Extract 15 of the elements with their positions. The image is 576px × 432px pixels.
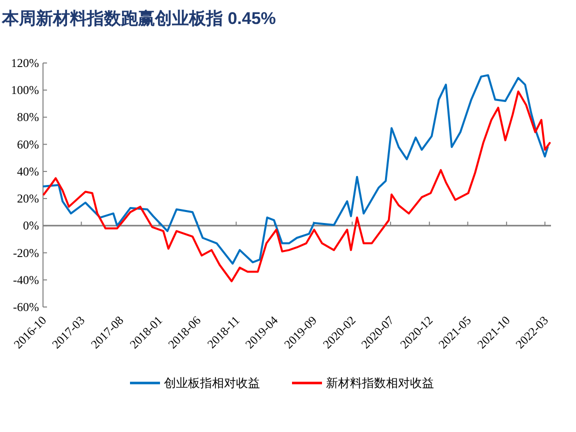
- y-tick-label: 100%: [11, 83, 39, 98]
- legend-label: 新材料指数相对收益: [326, 376, 434, 390]
- legend-label: 创业板指相对收益: [164, 376, 260, 390]
- line-series: [42, 74, 549, 265]
- y-tick-label: 120%: [11, 56, 39, 70]
- y-tick-label: -60%: [13, 300, 39, 314]
- y-tick-label: 60%: [17, 137, 39, 152]
- y-tick-label: 20%: [17, 192, 39, 206]
- y-tick-label: 40%: [17, 164, 39, 178]
- y-tick-label: -40%: [13, 272, 39, 287]
- y-tick-label: 0%: [23, 218, 39, 233]
- y-tick-label: -20%: [13, 246, 39, 260]
- chart-title: 本周新材料指数跑赢创业板指 0.45%: [1, 9, 276, 28]
- y-tick-label: 80%: [17, 110, 39, 124]
- line-series: [42, 90, 551, 282]
